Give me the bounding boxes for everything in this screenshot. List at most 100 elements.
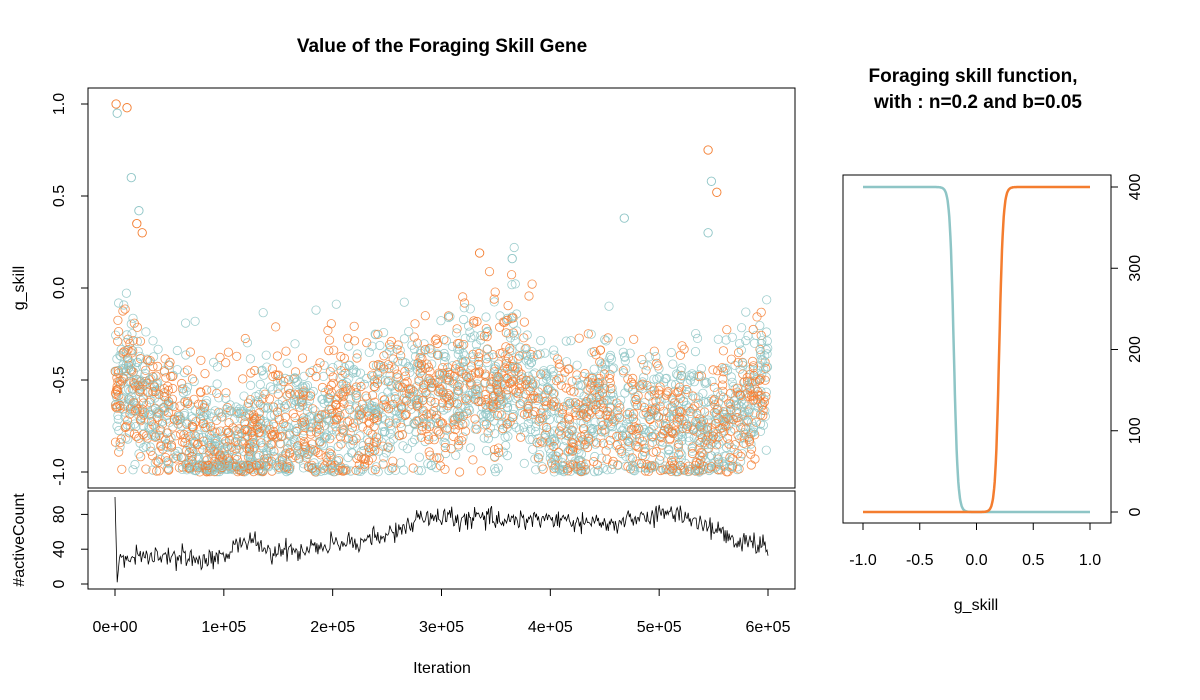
scatter-point [273, 389, 283, 399]
scatter-point [125, 409, 135, 419]
scatter-point [168, 422, 178, 432]
y-tick-label: 1.0 [51, 93, 68, 115]
scatter-point [111, 330, 121, 340]
scatter-point [339, 353, 349, 363]
scatter-point [368, 360, 378, 370]
scatter-point [292, 376, 303, 386]
scatter-point [713, 414, 723, 424]
scatter-point [481, 409, 491, 419]
scatter-point [668, 428, 678, 439]
scatter-point [435, 461, 445, 471]
scatter-point [549, 467, 559, 477]
scatter-point [508, 362, 519, 372]
scatter-point [697, 452, 707, 462]
scatter-point [303, 449, 313, 459]
scatter-point [328, 418, 338, 429]
scatter-point [407, 437, 417, 447]
scatter-point [120, 304, 130, 314]
scatter-point [261, 350, 271, 360]
scatter-point [523, 400, 533, 410]
scatter-point [456, 402, 466, 412]
scatter-point [688, 391, 698, 401]
scatter-point [272, 351, 282, 361]
scatter-point [159, 402, 169, 412]
scatter-point [409, 387, 419, 397]
scatter-point [653, 412, 664, 422]
scatter-point [370, 397, 380, 407]
scatter-point [271, 322, 281, 332]
scatter-point [280, 412, 290, 422]
scatter-point [502, 374, 513, 384]
scatter-point [753, 386, 763, 397]
scatter-point [458, 383, 469, 393]
scatter-point [612, 440, 623, 450]
scatter-point [200, 408, 210, 418]
scatter-point [753, 402, 763, 413]
scatter-point [607, 459, 618, 469]
scatter-point [741, 439, 751, 450]
scatter-point [756, 355, 766, 365]
scatter-point [399, 297, 409, 307]
scatter-point [470, 388, 480, 399]
scatter-point [595, 371, 606, 381]
scatter-point [701, 424, 711, 434]
scatter-point [454, 467, 465, 477]
scatter-point [564, 414, 575, 425]
scatter-point [111, 399, 121, 409]
scatter-point [646, 461, 657, 471]
scatter-point [421, 424, 431, 434]
scatter-point [619, 423, 629, 433]
scatter-point [177, 437, 188, 447]
scatter-point [246, 380, 256, 390]
scatter-point [345, 360, 355, 370]
scatter-point [696, 426, 706, 436]
scatter-point [344, 416, 354, 426]
scatter-point [503, 300, 513, 311]
scatter-point [371, 462, 381, 472]
scatter-point [570, 398, 581, 408]
scatter-point [425, 366, 435, 376]
scatter-point [468, 455, 478, 465]
scatter-point [489, 297, 499, 307]
scatter-point [397, 404, 407, 415]
scatter-point [608, 395, 618, 406]
scatter-point [665, 435, 675, 445]
scatter-point [272, 407, 282, 417]
scatter-point [695, 451, 705, 461]
scatter-point [224, 427, 234, 438]
scatter-point [648, 432, 659, 442]
scatter-point [139, 410, 149, 420]
scatter-point [618, 368, 629, 378]
scatter-point [739, 406, 750, 417]
scatter-point [548, 401, 558, 411]
scatter-point [645, 385, 656, 395]
scatter-point [239, 462, 249, 472]
scatter-point [494, 322, 505, 332]
scatter-point [229, 445, 239, 456]
scatter-point [432, 418, 442, 428]
scatter-point [346, 394, 356, 404]
scatter-point [515, 399, 525, 409]
scatter-point [273, 383, 283, 393]
scatter-point [212, 379, 222, 389]
scatter-point [730, 440, 740, 450]
scatter-point [460, 333, 470, 343]
scatter-point [439, 351, 449, 361]
scatter-point [232, 454, 242, 465]
scatter-point [668, 463, 678, 473]
scatter-point [268, 419, 278, 429]
scatter-point [438, 387, 448, 398]
scatter-point [345, 440, 355, 450]
scatter-point [177, 462, 188, 472]
scatter-point [599, 425, 609, 435]
scatter-point [754, 375, 765, 385]
scatter-point [123, 353, 133, 363]
scatter-point [570, 407, 580, 418]
scatter-point [583, 377, 593, 387]
scatter-point [690, 346, 701, 357]
scatter-point [461, 392, 471, 402]
scatter-point [196, 387, 206, 398]
scatter-point [364, 442, 374, 453]
scatter-point [261, 418, 272, 428]
scatter-point [668, 359, 678, 369]
